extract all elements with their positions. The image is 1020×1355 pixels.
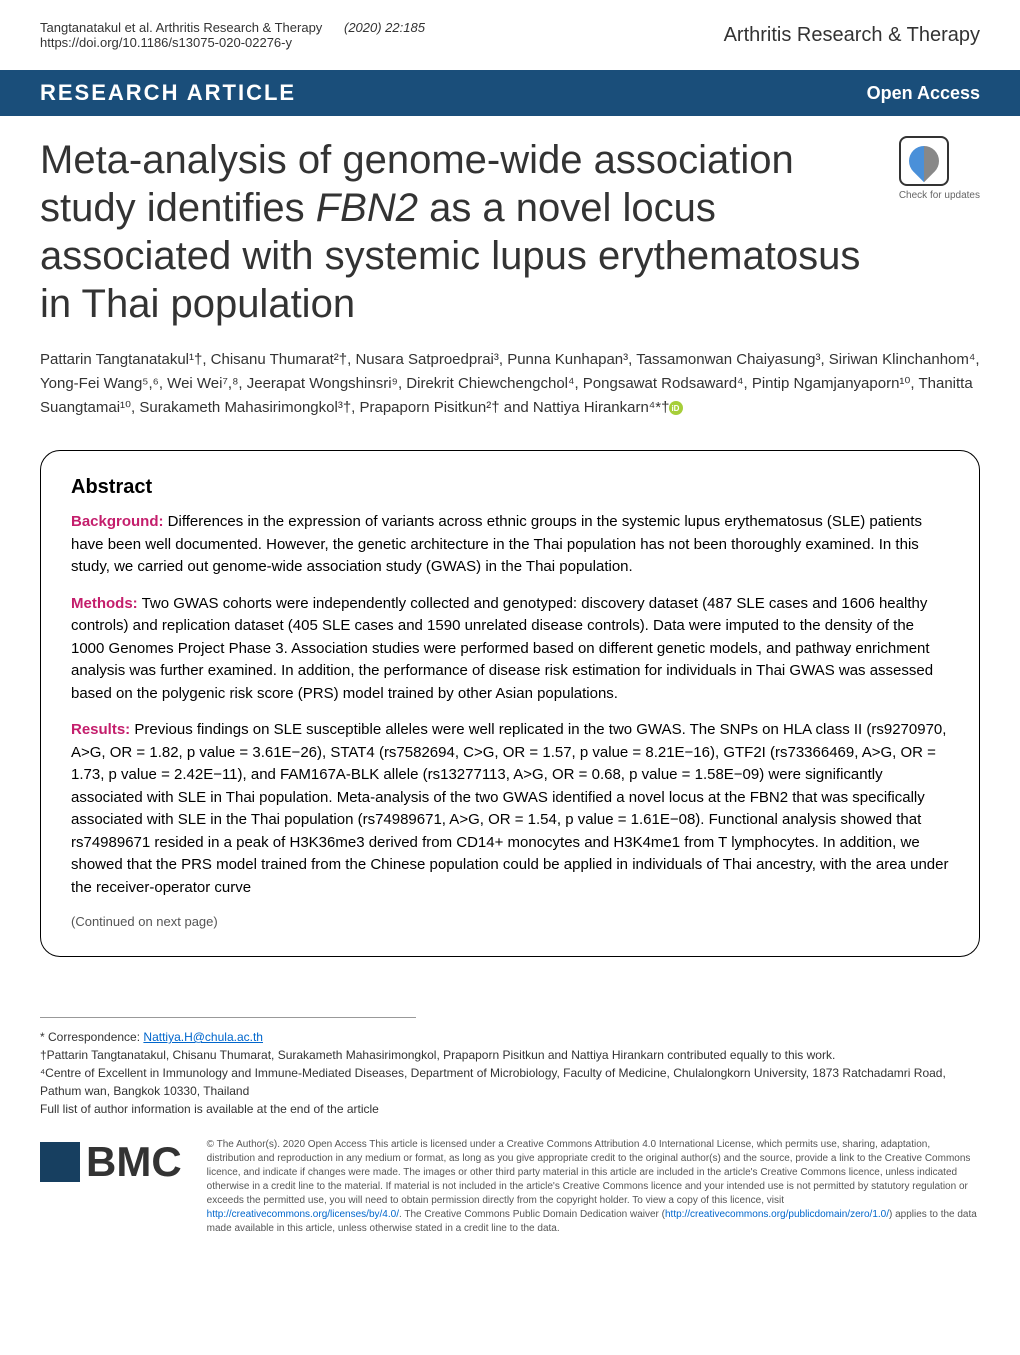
background-text: Differences in the expression of variant…: [71, 513, 922, 575]
authors-text: Pattarin Tangtanatakul¹†, Chisanu Thumar…: [40, 351, 980, 416]
abstract-box: Abstract Background: Differences in the …: [40, 450, 980, 957]
lens-icon: [903, 140, 945, 182]
background-label: Background:: [71, 513, 164, 530]
article-title: Meta-analysis of genome-wide association…: [40, 136, 879, 328]
bmc-logo-text: BMC: [86, 1138, 182, 1186]
methods-label: Methods:: [71, 595, 138, 612]
article-type-bar: RESEARCH ARTICLE Open Access: [0, 70, 1020, 116]
license-link-1[interactable]: http://creativecommons.org/licenses/by/4…: [207, 1209, 399, 1220]
check-updates-widget[interactable]: Check for updates: [899, 136, 980, 201]
license-part1: © The Author(s). 2020 Open Access This a…: [207, 1139, 971, 1206]
abstract-background: Background: Differences in the expressio…: [71, 511, 949, 579]
authors-list: Pattarin Tangtanatakul¹†, Chisanu Thumar…: [40, 348, 980, 420]
bmc-logo: BMC: [40, 1138, 182, 1186]
equal-contribution: †Pattarin Tangtanatakul, Chisanu Thumara…: [40, 1046, 980, 1064]
footer-info: * Correspondence: Nattiya.H@chula.ac.th …: [0, 977, 1020, 1128]
check-updates-icon: [899, 136, 949, 186]
full-author-list: Full list of author information is avail…: [40, 1100, 980, 1118]
title-row: Meta-analysis of genome-wide association…: [40, 136, 980, 328]
license-link-2[interactable]: http://creativecommons.org/publicdomain/…: [665, 1209, 889, 1220]
methods-text: Two GWAS cohorts were independently coll…: [71, 595, 933, 702]
correspondence-label: * Correspondence:: [40, 1030, 143, 1044]
abstract-heading: Abstract: [71, 476, 949, 499]
open-access-label: Open Access: [867, 83, 980, 104]
abstract-results: Results: Previous findings on SLE suscep…: [71, 719, 949, 899]
correspondence-line: * Correspondence: Nattiya.H@chula.ac.th: [40, 1028, 980, 1046]
results-text: Previous findings on SLE susceptible all…: [71, 721, 948, 896]
citation-issue: (2020) 22:185: [344, 20, 425, 35]
abstract-methods: Methods: Two GWAS cohorts were independe…: [71, 593, 949, 706]
correspondence-email[interactable]: Nattiya.H@chula.ac.th: [143, 1030, 263, 1044]
doi-text: https://doi.org/10.1186/s13075-020-02276…: [40, 35, 292, 50]
title-italic: FBN2: [316, 186, 418, 230]
citation-authors: Tangtanatakul et al. Arthritis Research …: [40, 20, 322, 35]
journal-name: Arthritis Research & Therapy: [724, 24, 980, 47]
continued-label: (Continued on next page): [71, 914, 218, 929]
header-bar: Tangtanatakul et al. Arthritis Research …: [0, 0, 1020, 60]
divider: [40, 1017, 416, 1018]
main-content: Meta-analysis of genome-wide association…: [0, 116, 1020, 977]
citation-block: Tangtanatakul et al. Arthritis Research …: [40, 20, 425, 50]
article-type-label: RESEARCH ARTICLE: [40, 80, 296, 106]
bmc-row: BMC © The Author(s). 2020 Open Access Th…: [0, 1128, 1020, 1266]
results-label: Results:: [71, 721, 130, 738]
license-text: © The Author(s). 2020 Open Access This a…: [207, 1138, 980, 1236]
orcid-icon[interactable]: [669, 401, 683, 415]
affiliation-4: ⁴Centre of Excellent in Immunology and I…: [40, 1064, 980, 1100]
license-part2: . The Creative Commons Public Domain Ded…: [399, 1209, 665, 1220]
check-updates-label: Check for updates: [899, 190, 980, 201]
bmc-square-icon: [40, 1142, 80, 1182]
